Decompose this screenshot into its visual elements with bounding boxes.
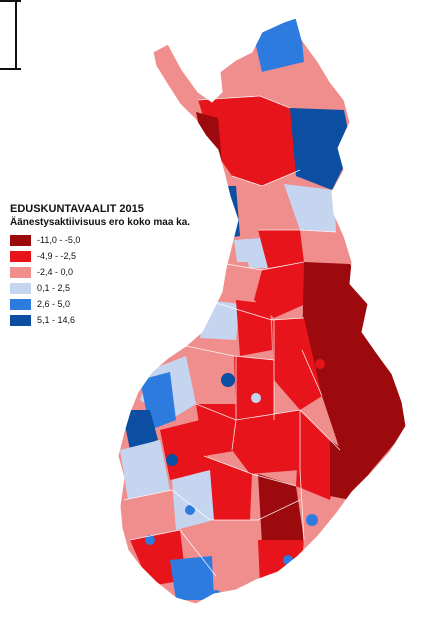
legend-swatch — [10, 250, 31, 262]
legend-swatch — [10, 234, 31, 246]
legend-item: -4,9 - -2,5 — [10, 248, 210, 264]
legend-classes: -11,0 - -5,0 -4,9 - -2,5 -2,4 - 0,0 0,1 - 2… — [10, 232, 210, 328]
legend-item: -11,0 - -5,0 — [10, 232, 210, 248]
legend-item: 5,1 - 14,6 — [10, 312, 210, 328]
legend-subtitle: Äänestysaktiivisuus ero koko maa ka. — [10, 217, 191, 228]
legend-item: -2,4 - 0,0 — [10, 264, 210, 280]
legend-label: -4,9 - -2,5 — [37, 251, 77, 261]
legend-label: 2,6 - 5,0 — [37, 299, 71, 309]
legend-swatch — [10, 266, 31, 278]
legend-swatch — [10, 314, 31, 326]
legend-title: EDUSKUNTAVAALIT 2015 — [10, 203, 144, 215]
legend-label: 5,1 - 14,6 — [37, 315, 76, 325]
legend-item: 0,1 - 2,5 — [10, 280, 210, 296]
legend-label: -11,0 - -5,0 — [37, 235, 81, 245]
corner-rule — [0, 0, 21, 70]
legend-label: 0,1 - 2,5 — [37, 283, 71, 293]
legend-swatch — [10, 282, 31, 294]
legend-item: 2,6 - 5,0 — [10, 296, 210, 312]
legend-label: -2,4 - 0,0 — [37, 267, 74, 277]
legend-swatch — [10, 298, 31, 310]
legend: EDUSKUNTAVAALIT 2015 Äänestysaktiivisuus… — [10, 203, 210, 328]
country-outline — [117, 17, 407, 605]
